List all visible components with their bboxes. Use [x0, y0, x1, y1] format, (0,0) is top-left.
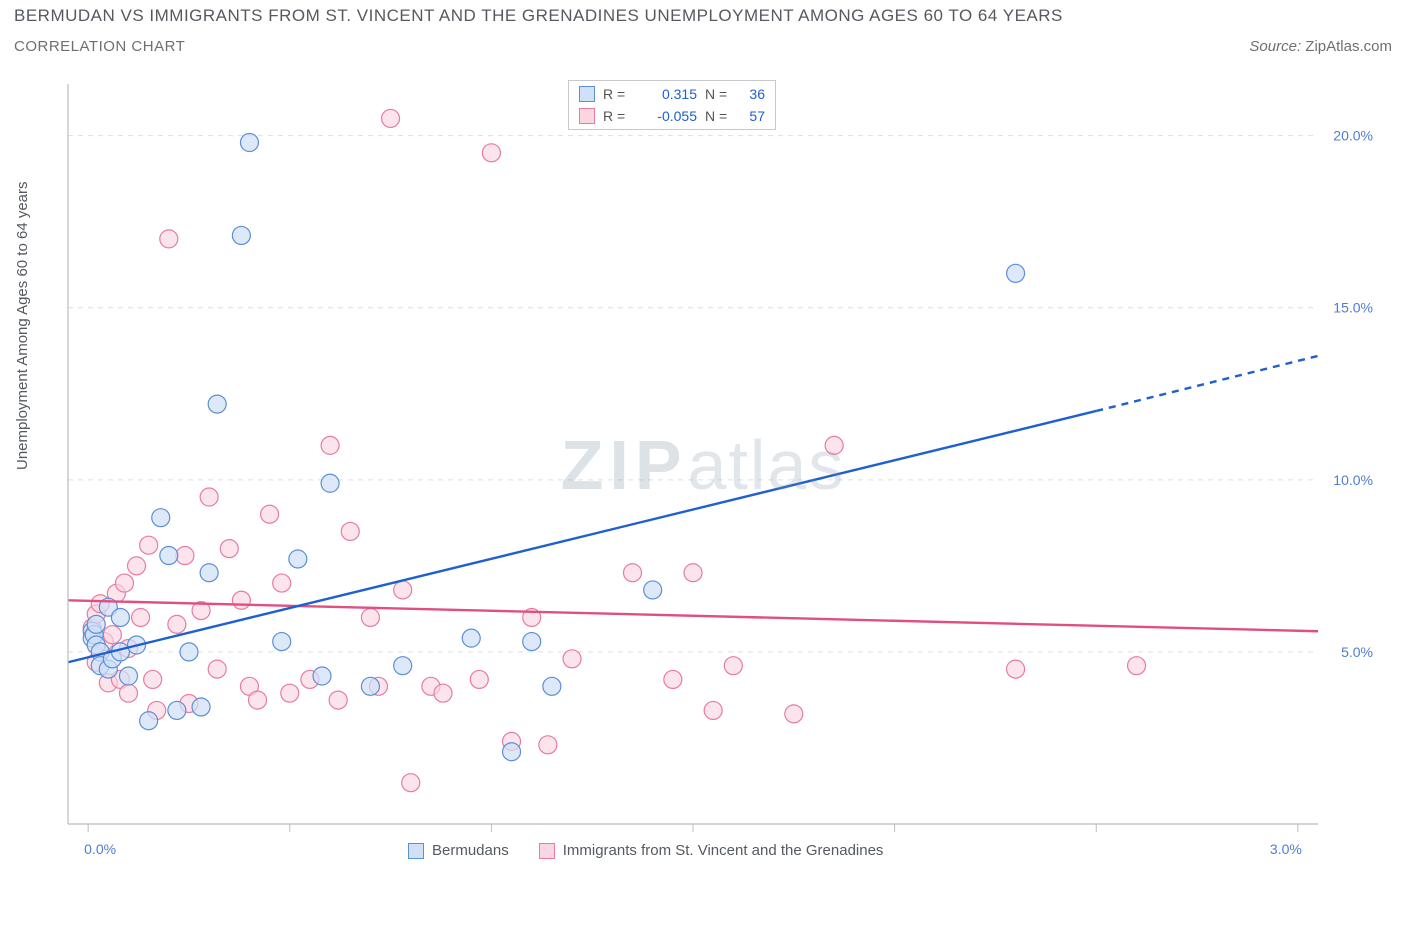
swatch-svg — [539, 843, 555, 859]
source-label: Source: — [1249, 38, 1301, 55]
r-value-svg: -0.055 — [637, 108, 697, 124]
svg-text:20.0%: 20.0% — [1333, 128, 1373, 144]
legend-label-bermudans: Bermudans — [432, 842, 509, 859]
scatter-plot: 5.0% 10.0% 15.0% 20.0% 0.0% 3.0% — [58, 74, 1388, 864]
correlation-stats-box: R = 0.315 N = 36 R = -0.055 N = 57 — [568, 80, 776, 130]
n-label: N = — [705, 86, 731, 102]
swatch-bermudans — [579, 86, 595, 102]
svg-text:3.0%: 3.0% — [1270, 841, 1302, 857]
n-value-bermudans: 36 — [739, 86, 765, 102]
n-label: N = — [705, 108, 731, 124]
svg-text:5.0%: 5.0% — [1341, 644, 1373, 660]
swatch-svg — [579, 108, 595, 124]
source-attribution: Source: ZipAtlas.com — [1249, 38, 1392, 55]
source-value: ZipAtlas.com — [1305, 38, 1392, 55]
legend-item-bermudans: Bermudans — [408, 842, 509, 859]
legend-item-svg: Immigrants from St. Vincent and the Gren… — [539, 842, 884, 859]
svg-text:15.0%: 15.0% — [1333, 300, 1373, 316]
legend-label-svg: Immigrants from St. Vincent and the Gren… — [563, 842, 884, 859]
svg-text:10.0%: 10.0% — [1333, 472, 1373, 488]
legend: Bermudans Immigrants from St. Vincent an… — [408, 842, 883, 859]
chart-title: BERMUDAN VS IMMIGRANTS FROM ST. VINCENT … — [14, 6, 1063, 26]
y-axis-label: Unemployment Among Ages 60 to 64 years — [14, 181, 31, 470]
svg-text:0.0%: 0.0% — [84, 841, 116, 857]
stats-row-bermudans: R = 0.315 N = 36 — [569, 83, 775, 105]
r-value-bermudans: 0.315 — [637, 86, 697, 102]
swatch-bermudans — [408, 843, 424, 859]
chart-subtitle: CORRELATION CHART — [14, 38, 185, 55]
n-value-svg: 57 — [739, 108, 765, 124]
r-label: R = — [603, 86, 629, 102]
stats-row-svg: R = -0.055 N = 57 — [569, 105, 775, 127]
r-label: R = — [603, 108, 629, 124]
